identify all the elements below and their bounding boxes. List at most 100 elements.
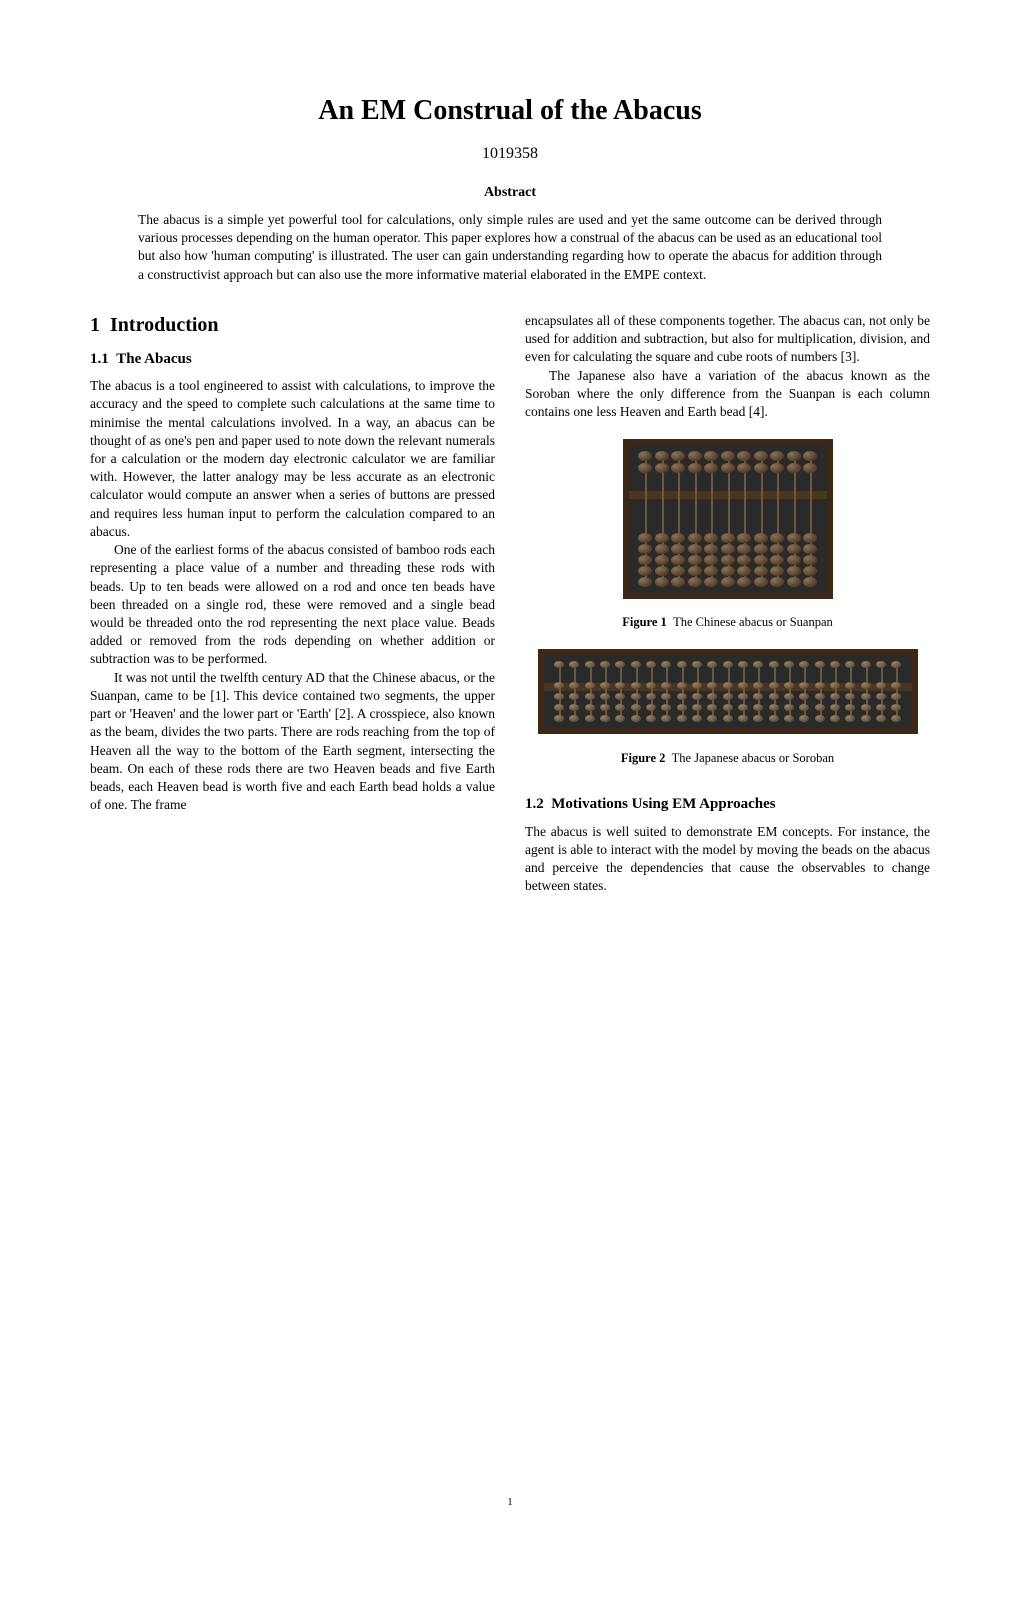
figure-1: Figure 1 The Chinese abacus or Suanpan [525, 439, 930, 631]
abacus-bead [721, 577, 735, 587]
paragraph: The abacus is a tool engineered to assis… [90, 377, 495, 541]
abacus-bead [707, 693, 717, 700]
abacus-bead [661, 661, 671, 668]
abacus-bead [655, 566, 669, 576]
abacus-bead [631, 693, 641, 700]
abacus-bead [569, 704, 579, 711]
abacus-bead [803, 451, 817, 461]
right-column: encapsulates all of these components tog… [525, 312, 930, 896]
abacus-bead [646, 661, 656, 668]
abacus-rod [697, 661, 699, 722]
abacus-bead [600, 682, 610, 689]
soroban-image [538, 649, 918, 734]
section-1-heading: 1 Introduction [90, 312, 495, 339]
abacus-bead [723, 704, 733, 711]
abacus-bead [861, 704, 871, 711]
abacus-bead [769, 693, 779, 700]
abacus-bead [661, 704, 671, 711]
abacus-bead [721, 533, 735, 543]
figure-caption-text: The Chinese abacus or Suanpan [673, 615, 833, 629]
abacus-bead [677, 715, 687, 722]
abacus-bead [554, 693, 564, 700]
abacus-bead [615, 715, 625, 722]
abacus-rod [820, 661, 822, 722]
abacus-rod [896, 661, 898, 722]
abacus-bead [688, 577, 702, 587]
abacus-rod [666, 661, 668, 722]
abacus-bead [754, 533, 768, 543]
subsection-title: The Abacus [116, 351, 191, 367]
abacus-bead [707, 661, 717, 668]
abacus-bead [845, 704, 855, 711]
abacus-bead [655, 544, 669, 554]
page: { "title": "An EM Construal of the Abacu… [90, 95, 930, 1538]
abacus-bead [787, 555, 801, 565]
abacus-bead [830, 715, 840, 722]
abacus-bead [721, 566, 735, 576]
abacus-bead [754, 555, 768, 565]
abacus-bead [770, 533, 784, 543]
author-id: 1019358 [90, 145, 930, 163]
abacus-bead [799, 682, 809, 689]
abacus-rod [574, 661, 576, 722]
abacus-bead [585, 682, 595, 689]
abacus-bead [753, 693, 763, 700]
abacus-bead [638, 566, 652, 576]
abacus-bead [661, 682, 671, 689]
abacus-rod [835, 661, 837, 722]
abacus-rod [651, 661, 653, 722]
abacus-bead [876, 693, 886, 700]
abacus-bead [845, 715, 855, 722]
abacus-bead [738, 693, 748, 700]
abacus-bead [631, 715, 641, 722]
abacus-bead [891, 704, 901, 711]
abacus-bead [787, 577, 801, 587]
abacus-bead [784, 693, 794, 700]
figure-2: Figure 2 The Japanese abacus or Soroban [525, 649, 930, 766]
abacus-bead [753, 704, 763, 711]
abacus-bead [569, 693, 579, 700]
paragraph: It was not until the twelfth century AD … [90, 669, 495, 815]
abstract-text: The abacus is a simple yet powerful tool… [138, 211, 882, 284]
abacus-bead [770, 566, 784, 576]
abacus-bead [638, 577, 652, 587]
abacus-bead [769, 682, 779, 689]
abacus-bead [738, 682, 748, 689]
abacus-bead [615, 661, 625, 668]
abacus-rod [804, 661, 806, 722]
abacus-bead [600, 704, 610, 711]
abacus-bead [721, 451, 735, 461]
abacus-bead [554, 715, 564, 722]
abacus-bead [646, 693, 656, 700]
abacus-bead [688, 544, 702, 554]
abacus-bead [787, 544, 801, 554]
figure-2-caption: Figure 2 The Japanese abacus or Soroban [525, 750, 930, 767]
abacus-bead [830, 704, 840, 711]
two-column-layout: 1 Introduction 1.1 The Abacus The abacus… [90, 312, 930, 896]
abacus-bead [723, 682, 733, 689]
abacus-bead [655, 555, 669, 565]
abacus-bead [845, 661, 855, 668]
abacus-bead [615, 693, 625, 700]
abacus-bead [754, 577, 768, 587]
abacus-bead [631, 661, 641, 668]
abacus-bead [638, 451, 652, 461]
abacus-rod [620, 661, 622, 722]
abacus-bead [830, 661, 840, 668]
abacus-bead [737, 533, 751, 543]
abacus-bead [876, 704, 886, 711]
abacus-bead [692, 661, 702, 668]
abacus-bead [737, 566, 751, 576]
abacus-bead [803, 555, 817, 565]
abacus-bead [737, 463, 751, 473]
abacus-rod [636, 661, 638, 722]
abacus-bead [803, 533, 817, 543]
abacus-bead [815, 715, 825, 722]
abacus-bead [770, 463, 784, 473]
abacus-bead [753, 661, 763, 668]
abacus-bead [671, 463, 685, 473]
abacus-bead [770, 544, 784, 554]
abacus-bead [784, 704, 794, 711]
abacus-bead [615, 704, 625, 711]
abacus-bead [876, 682, 886, 689]
